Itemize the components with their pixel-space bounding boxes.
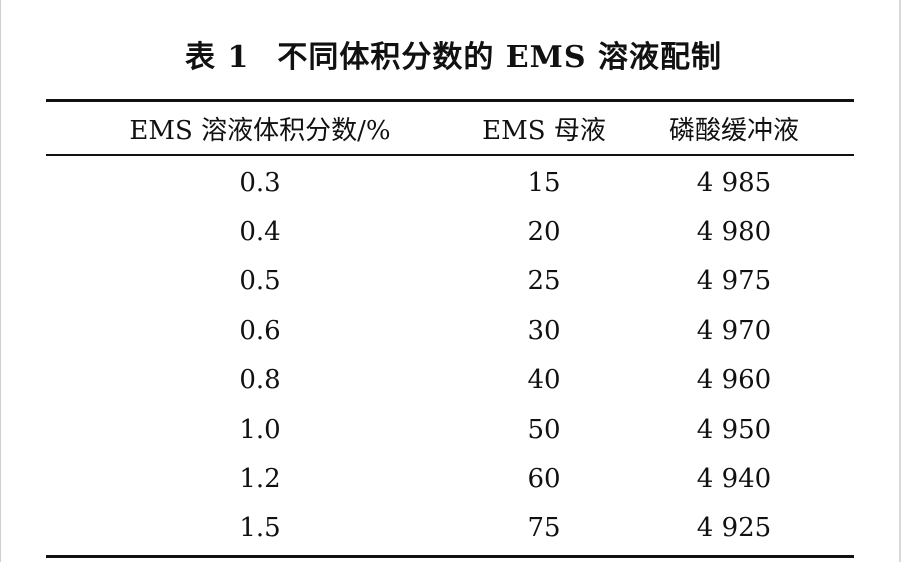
cell-phosphate-buffer: 4 960 bbox=[696, 365, 772, 396]
table-row: 1.0 50 4 950 bbox=[46, 405, 854, 454]
cell-phosphate-buffer: 4 985 bbox=[696, 167, 772, 198]
table-row: 0.5 25 4 975 bbox=[46, 257, 854, 306]
cell-ems-stock: 15 bbox=[527, 167, 561, 198]
table-row: 0.6 30 4 970 bbox=[46, 306, 854, 355]
table-bottom-rule bbox=[46, 555, 854, 559]
header-ems-stock: EMS 母液 bbox=[482, 115, 606, 146]
table-row: 1.5 75 4 925 bbox=[46, 504, 854, 553]
cell-phosphate-buffer: 4 940 bbox=[696, 464, 772, 495]
cell-phosphate-buffer: 4 970 bbox=[696, 315, 772, 346]
table-top-rule bbox=[46, 99, 854, 102]
cell-volume-fraction: 0.8 bbox=[239, 365, 281, 396]
table-header-row: EMS 溶液体积分数/% EMS 母液 磷酸缓冲液 bbox=[46, 102, 854, 154]
table-row: 1.2 60 4 940 bbox=[46, 454, 854, 503]
cell-ems-stock: 40 bbox=[527, 365, 561, 396]
table-body: 0.3 15 4 985 0.4 20 4 980 0.5 25 4 975 0… bbox=[46, 156, 854, 555]
cell-ems-stock: 75 bbox=[527, 513, 561, 544]
table-header-rule bbox=[46, 154, 854, 156]
cell-volume-fraction: 0.3 bbox=[239, 167, 281, 198]
header-phosphate-buffer: 磷酸缓冲液 bbox=[668, 115, 799, 146]
data-table: EMS 溶液体积分数/% EMS 母液 磷酸缓冲液 0.3 15 4 985 0… bbox=[46, 99, 854, 559]
cell-phosphate-buffer: 4 975 bbox=[696, 266, 772, 297]
table-number: 表 1 bbox=[185, 40, 250, 75]
header-volume-fraction: EMS 溶液体积分数/% bbox=[129, 115, 391, 146]
table-row: 0.3 15 4 985 bbox=[46, 158, 854, 207]
cell-volume-fraction: 1.2 bbox=[239, 464, 281, 495]
cell-phosphate-buffer: 4 925 bbox=[696, 513, 772, 544]
table-caption: 表 1 不同体积分数的 EMS 溶液配制 bbox=[0, 32, 901, 76]
table-title: 不同体积分数的 EMS 溶液配制 bbox=[277, 40, 722, 75]
table-row: 0.8 40 4 960 bbox=[46, 356, 854, 405]
cell-ems-stock: 60 bbox=[527, 464, 561, 495]
cell-phosphate-buffer: 4 980 bbox=[696, 217, 772, 248]
cell-volume-fraction: 0.5 bbox=[239, 266, 281, 297]
page-right-border bbox=[899, 0, 901, 562]
cell-ems-stock: 30 bbox=[527, 315, 561, 346]
cell-ems-stock: 20 bbox=[527, 217, 561, 248]
cell-phosphate-buffer: 4 950 bbox=[696, 414, 772, 445]
table-row: 0.4 20 4 980 bbox=[46, 207, 854, 256]
cell-ems-stock: 25 bbox=[527, 266, 561, 297]
cell-volume-fraction: 1.0 bbox=[239, 414, 281, 445]
cell-ems-stock: 50 bbox=[527, 414, 561, 445]
cell-volume-fraction: 0.6 bbox=[239, 315, 281, 346]
cell-volume-fraction: 0.4 bbox=[239, 217, 281, 248]
cell-volume-fraction: 1.5 bbox=[239, 513, 281, 544]
page-left-border bbox=[0, 0, 1, 562]
